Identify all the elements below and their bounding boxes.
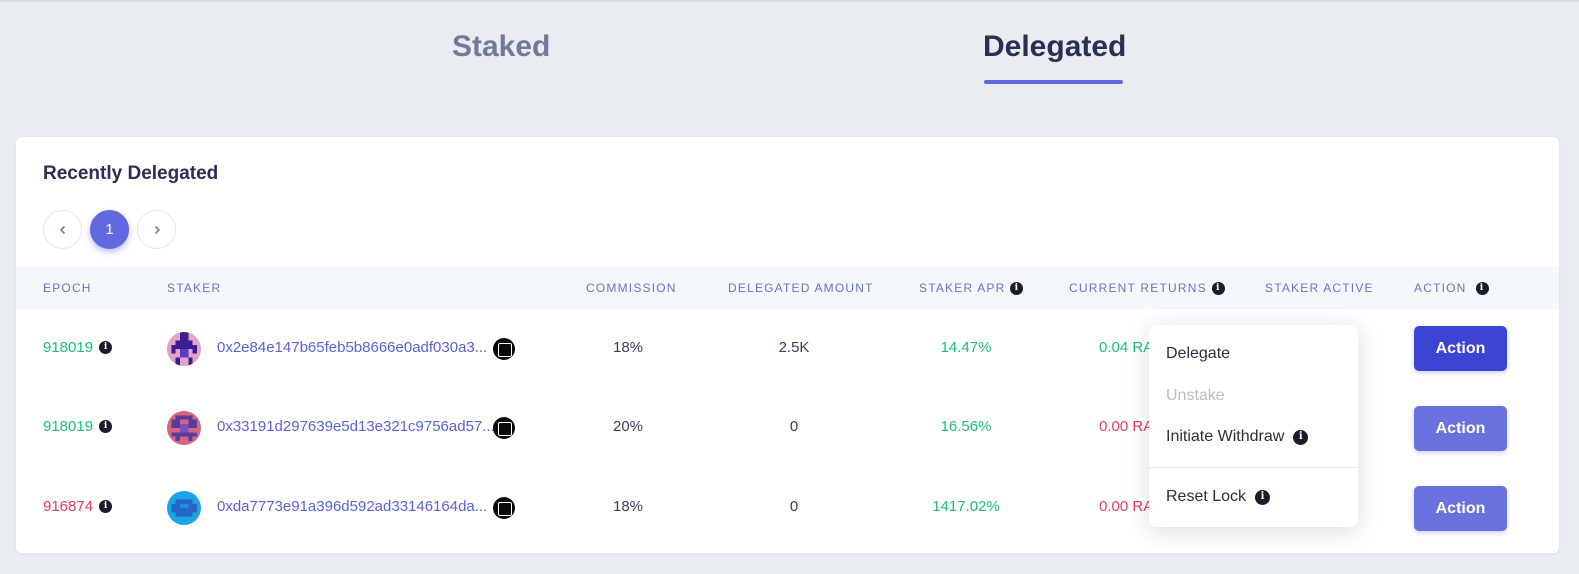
action-button[interactable]: Action (1414, 486, 1507, 531)
skale-badge-icon (493, 338, 515, 360)
header-commission-label: COMMISSION (586, 281, 677, 295)
page-button-current[interactable]: 1 (90, 210, 129, 249)
info-icon[interactable]: i (99, 420, 113, 433)
commission-cell: 18% (612, 339, 644, 356)
tab-staked[interactable]: Staked (452, 30, 551, 63)
delegated-amount-cell: 2.5K (778, 339, 810, 356)
header-staker-apr-label: STAKER APR (919, 281, 1006, 295)
menu-item-delegate-label: Delegate (1166, 345, 1231, 362)
info-icon[interactable]: i (99, 341, 113, 354)
epoch-cell: 918019 i (43, 418, 113, 435)
header-epoch-label: EPOCH (43, 281, 92, 295)
current-returns-cell: 0.00 RA (1099, 418, 1154, 435)
epoch-value: 916874 (43, 498, 94, 515)
header-staker-active-label: STAKER ACTIVE (1265, 281, 1374, 295)
staker-avatar-icon (167, 411, 201, 445)
delegated-amount-cell: 0 (789, 498, 799, 515)
menu-item-delegate[interactable]: Delegate (1166, 345, 1230, 363)
header-action: ACTION i (1414, 281, 1489, 295)
pagination: 1 (43, 210, 176, 249)
epoch-value: 918019 (43, 339, 94, 356)
info-icon[interactable]: i (1211, 281, 1225, 295)
header-delegated-amount: DELEGATED AMOUNT (728, 281, 874, 295)
info-icon[interactable]: i (1010, 281, 1024, 295)
header-staker-active: STAKER ACTIVE (1265, 281, 1374, 295)
menu-item-unstake-label: Unstake (1166, 387, 1225, 404)
menu-divider (1149, 467, 1358, 468)
header-epoch: EPOCH (43, 281, 92, 295)
staker-address-link[interactable]: 0x2e84e147b65feb5b8666e0adf030a3... (217, 339, 488, 356)
epoch-cell: 918019 i (43, 339, 113, 356)
menu-item-initiate-withdraw-label: Initiate Withdraw (1166, 428, 1285, 445)
tab-delegated[interactable]: Delegated (983, 30, 1127, 63)
active-tab-indicator (984, 80, 1123, 84)
staker-apr-cell: 16.56% (940, 418, 992, 435)
prev-page-button[interactable] (43, 210, 82, 249)
chevron-right-icon (154, 225, 160, 234)
header-staker-apr: STAKER APR i (919, 281, 1024, 295)
info-icon[interactable]: i (1293, 429, 1309, 445)
next-page-button[interactable] (137, 210, 176, 249)
header-action-label: ACTION (1414, 281, 1467, 295)
commission-cell: 20% (612, 418, 644, 435)
menu-item-reset-lock-label: Reset Lock (1166, 488, 1247, 505)
staker-address-link[interactable]: 0xda7773e91a396d592ad33146164da... (217, 498, 488, 515)
header-staker-label: STAKER (167, 281, 222, 295)
info-icon[interactable]: i (1255, 489, 1271, 505)
staker-apr-cell: 1417.02% (932, 498, 1000, 515)
header-commission: COMMISSION (586, 281, 677, 295)
skale-badge-icon (493, 417, 515, 439)
menu-item-unstake: Unstake (1166, 387, 1225, 405)
recently-delegated-card: Recently Delegated 1 EPOCH STAKER COMMIS… (16, 137, 1559, 553)
menu-item-initiate-withdraw[interactable]: Initiate Withdraw i (1166, 428, 1309, 446)
table-header: EPOCH STAKER COMMISSION DELEGATED AMOUNT… (16, 267, 1559, 309)
menu-item-reset-lock[interactable]: Reset Lock i (1166, 488, 1271, 506)
info-icon[interactable]: i (1475, 281, 1489, 295)
epoch-value: 918019 (43, 418, 94, 435)
chevron-left-icon (59, 225, 65, 234)
skale-badge-icon (493, 497, 515, 519)
action-button[interactable]: Action (1414, 406, 1507, 451)
header-staker: STAKER (167, 281, 221, 295)
info-icon[interactable]: i (99, 500, 113, 513)
staker-avatar-icon (167, 332, 201, 366)
action-button[interactable]: Action (1414, 326, 1507, 371)
header-delegated-amount-label: DELEGATED AMOUNT (728, 281, 874, 295)
staker-avatar-icon (167, 491, 201, 525)
staker-apr-cell: 14.47% (940, 339, 992, 356)
current-returns-cell: 0.00 RA (1099, 498, 1154, 515)
epoch-cell: 916874 i (43, 498, 113, 515)
card-title: Recently Delegated (43, 163, 219, 184)
current-returns-cell: 0.04 RA (1099, 339, 1154, 356)
header-current-returns-label: CURRENT RETURNS (1069, 281, 1207, 295)
header-current-returns: CURRENT RETURNS i (1069, 281, 1225, 295)
top-shadow (0, 0, 1579, 3)
staker-address-link[interactable]: 0x33191d297639e5d13e321c9756ad57... (217, 418, 495, 435)
table-row: 916874 i 0xda7773e91a396d592ad33146164da… (16, 469, 1559, 549)
table-row: 918019 i 0x2e84e147b65feb5b8666e0adf030a… (16, 309, 1559, 389)
table-row: 918019 i 0x33191d297639e5d13e321c9756ad5… (16, 389, 1559, 469)
delegated-amount-cell: 0 (789, 418, 799, 435)
action-dropdown-menu: Delegate Unstake Initiate Withdraw i Res… (1149, 325, 1358, 527)
commission-cell: 18% (612, 498, 644, 515)
